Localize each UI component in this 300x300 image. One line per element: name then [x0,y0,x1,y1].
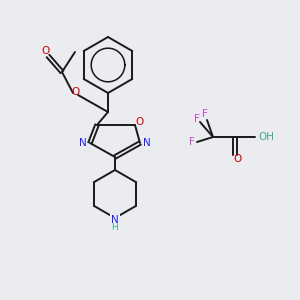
Text: N: N [79,138,87,148]
Text: F: F [202,109,208,119]
Text: O: O [71,87,79,97]
Text: O: O [135,117,143,127]
Text: H: H [112,223,118,232]
Text: O: O [41,46,49,56]
Text: N: N [143,138,151,148]
Text: F: F [194,114,200,124]
Text: F: F [189,137,195,147]
Text: N: N [111,215,119,225]
Text: O: O [233,154,241,164]
Text: OH: OH [258,132,274,142]
